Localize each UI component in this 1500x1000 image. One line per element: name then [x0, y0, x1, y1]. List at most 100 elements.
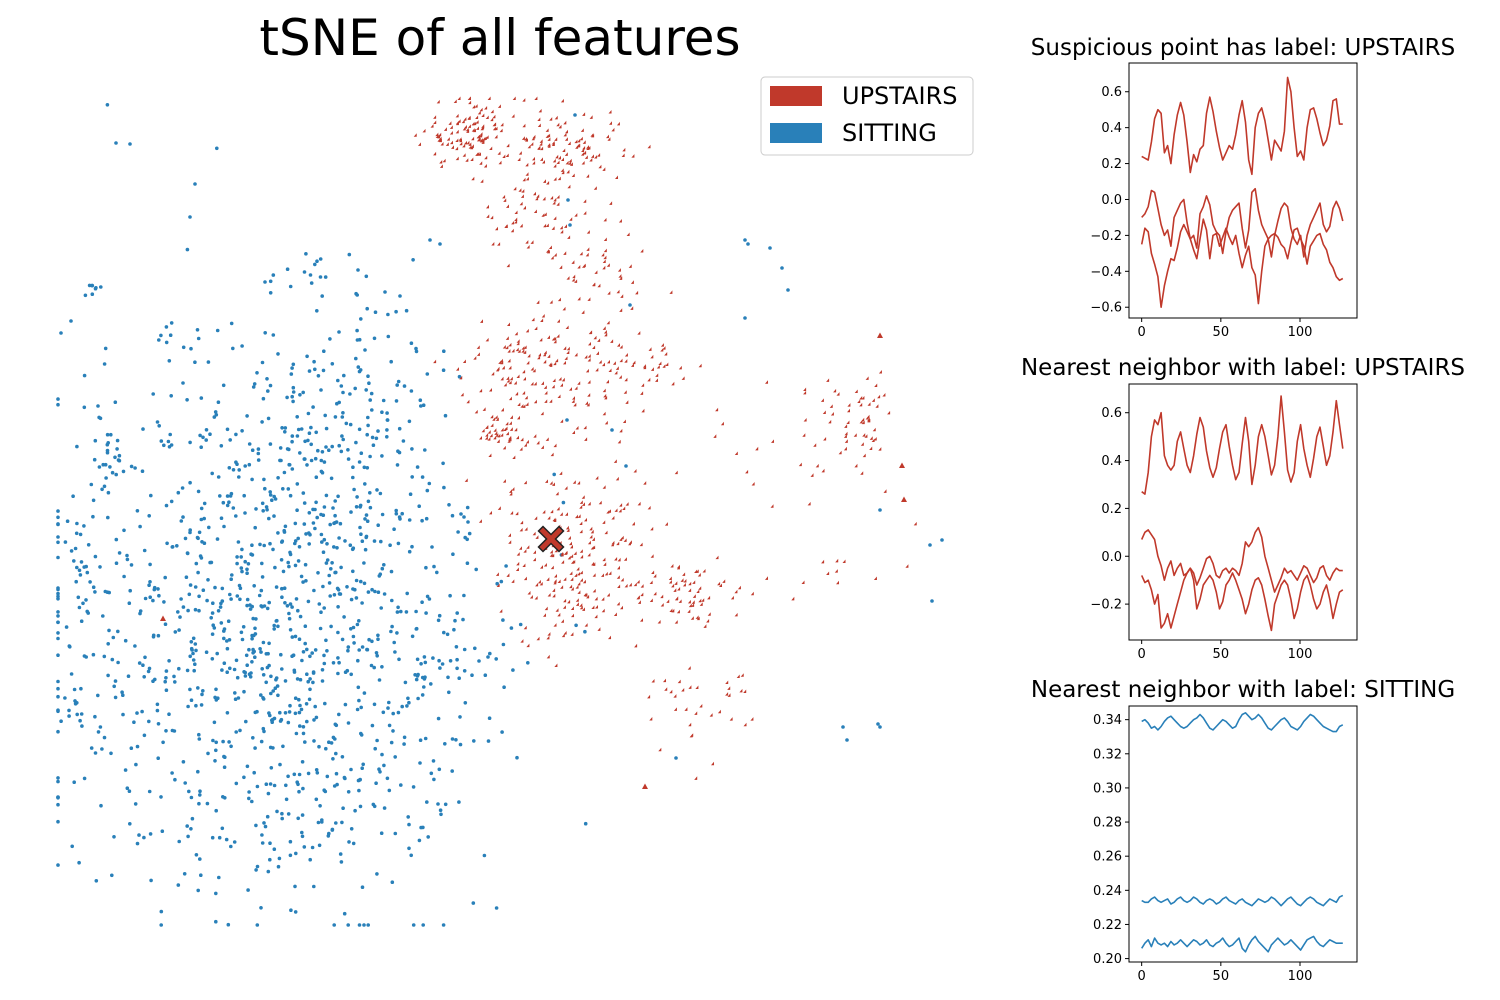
- upstairs-point: [594, 614, 598, 619]
- sitting-point: [126, 674, 131, 678]
- sitting-point: [305, 647, 309, 652]
- upstairs-point: [522, 123, 526, 128]
- sitting-point: [271, 273, 276, 277]
- sitting-point: [242, 493, 246, 498]
- upstairs-point: [595, 605, 599, 609]
- upstairs-point: [567, 141, 571, 146]
- sitting-point: [351, 465, 355, 470]
- upstairs-point: [498, 160, 502, 165]
- sitting-point: [214, 413, 219, 417]
- legend-swatch-sitting: [770, 123, 822, 143]
- sitting-point: [427, 597, 432, 601]
- upstairs-point: [690, 733, 694, 737]
- sitting-point: [414, 677, 419, 682]
- sitting-point: [266, 791, 271, 796]
- sitting-point: [163, 622, 168, 626]
- sitting-point: [267, 641, 271, 646]
- sitting-point: [313, 262, 317, 267]
- upstairs-point: [542, 510, 546, 514]
- upstairs-point: [678, 365, 682, 370]
- upstairs-point: [520, 404, 524, 408]
- sitting-point: [173, 680, 177, 684]
- upstairs-point: [543, 613, 547, 617]
- sitting-point: [251, 651, 255, 655]
- upstairs-point: [579, 521, 583, 526]
- upstairs-point: [489, 433, 493, 438]
- sitting-point: [141, 663, 145, 667]
- upstairs-point: [565, 160, 569, 165]
- sitting-point: [206, 578, 210, 582]
- upstairs-point: [490, 117, 494, 122]
- sitting-point: [268, 857, 272, 862]
- upstairs-point: [536, 440, 540, 445]
- upstairs-point: [555, 608, 559, 612]
- sitting-point: [417, 838, 422, 843]
- upstairs-point: [670, 564, 674, 568]
- sitting-point: [376, 637, 380, 641]
- sitting-point: [443, 802, 448, 807]
- sitting-point: [302, 522, 307, 526]
- sitting-point: [335, 546, 339, 550]
- sitting-point: [382, 563, 386, 567]
- sitting-point: [421, 825, 425, 830]
- upstairs-point: [466, 140, 470, 145]
- y-tick-label: −0.2: [1090, 229, 1122, 244]
- sitting-point: [372, 665, 377, 670]
- sitting-point: [196, 888, 200, 893]
- upstairs-point: [822, 410, 826, 415]
- sitting-point: [430, 545, 434, 549]
- sitting-point: [353, 386, 358, 391]
- upstairs-point: [556, 202, 560, 206]
- sitting-point: [509, 626, 514, 630]
- upstairs-point: [802, 433, 806, 437]
- sitting-point: [441, 368, 446, 373]
- sitting-point: [360, 885, 365, 889]
- sitting-point: [245, 597, 250, 602]
- sitting-point: [295, 434, 300, 438]
- sitting-point: [337, 330, 341, 334]
- upstairs-point: [649, 717, 653, 721]
- sitting-point: [293, 563, 298, 568]
- upstairs-point: [647, 694, 651, 699]
- sitting-point: [250, 604, 254, 609]
- upstairs-point: [743, 722, 747, 727]
- upstairs-point: [463, 125, 467, 129]
- upstairs-point: [553, 623, 557, 627]
- sitting-point: [149, 878, 153, 883]
- sitting-point: [116, 458, 121, 462]
- upstairs-point: [511, 487, 515, 491]
- sitting-point: [251, 616, 255, 621]
- sitting-point: [135, 711, 139, 715]
- sitting-point: [429, 771, 434, 776]
- upstairs-point: [873, 576, 877, 581]
- upstairs-point: [499, 358, 503, 363]
- upstairs-point: [660, 603, 664, 607]
- sitting-point: [397, 426, 402, 431]
- sitting-point: [365, 647, 369, 652]
- sitting-point: [291, 362, 296, 367]
- sitting-point: [393, 831, 398, 836]
- upstairs-point: [481, 125, 485, 130]
- upstairs-point: [520, 520, 524, 525]
- sitting-point: [236, 696, 241, 700]
- upstairs-point: [634, 643, 638, 648]
- upstairs-point: [765, 380, 769, 384]
- upstairs-point: [622, 506, 626, 511]
- sitting-point: [264, 680, 269, 685]
- upstairs-point: [847, 408, 851, 413]
- legend-label-upstairs: UPSTAIRS: [842, 82, 957, 110]
- upstairs-point: [543, 359, 547, 364]
- upstairs-point: [602, 265, 606, 270]
- upstairs-point: [553, 253, 557, 257]
- upstairs-point: [650, 367, 654, 371]
- sitting-point: [313, 526, 317, 531]
- sitting-point: [125, 557, 130, 562]
- sitting-point: [930, 599, 934, 603]
- sitting-point: [225, 494, 230, 498]
- sitting-point: [262, 543, 267, 548]
- upstairs-point: [523, 205, 527, 210]
- upstairs-point: [566, 346, 570, 351]
- sitting-point: [328, 522, 333, 527]
- sitting-point: [63, 696, 67, 700]
- upstairs-point: [507, 322, 511, 327]
